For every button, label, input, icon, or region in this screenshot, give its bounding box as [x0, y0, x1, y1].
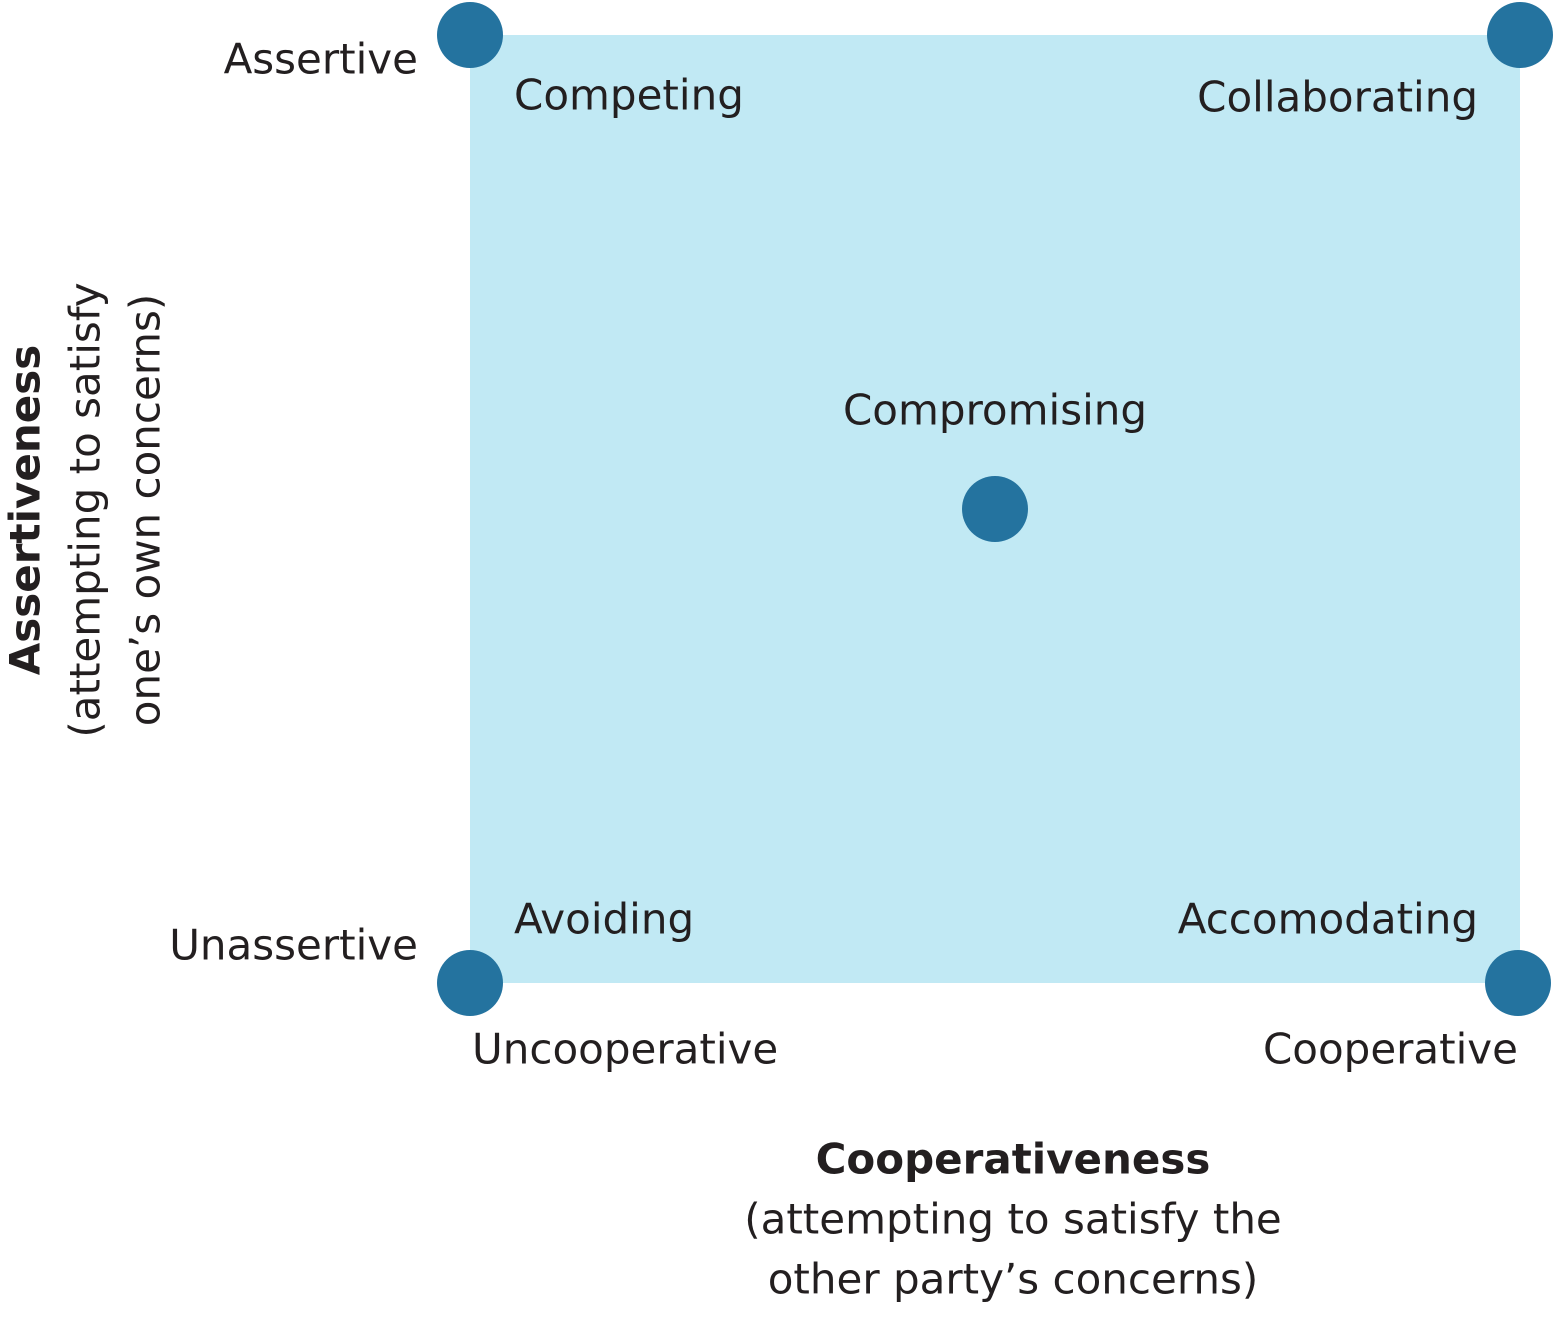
axis-subtitle: other party’s concerns): [768, 1255, 1259, 1304]
node-dot: [1487, 2, 1553, 68]
node-dot: [437, 2, 503, 68]
node-dot: [437, 950, 503, 1016]
axis-end-label: Unassertive: [169, 921, 418, 970]
axis-title: Assertiveness: [1, 345, 50, 675]
node-dot: [962, 476, 1028, 542]
node-dot: [1485, 950, 1551, 1016]
mode-label: Avoiding: [514, 895, 694, 944]
axis-end-label: Uncooperative: [472, 1025, 778, 1074]
axis-subtitle: (attempting to satisfy the: [744, 1195, 1282, 1244]
axis-subtitle: one’s own concerns): [121, 294, 170, 727]
axis-title: Cooperativeness: [816, 1135, 1211, 1184]
axis-subtitle: (attempting to satisfy: [61, 282, 110, 737]
mode-label: Compromising: [843, 386, 1147, 435]
mode-label: Accomodating: [1178, 895, 1478, 944]
axis-end-label: Assertive: [224, 35, 418, 84]
axis-end-label: Cooperative: [1263, 1025, 1518, 1074]
mode-label: Competing: [514, 71, 744, 120]
mode-label: Collaborating: [1197, 73, 1478, 122]
